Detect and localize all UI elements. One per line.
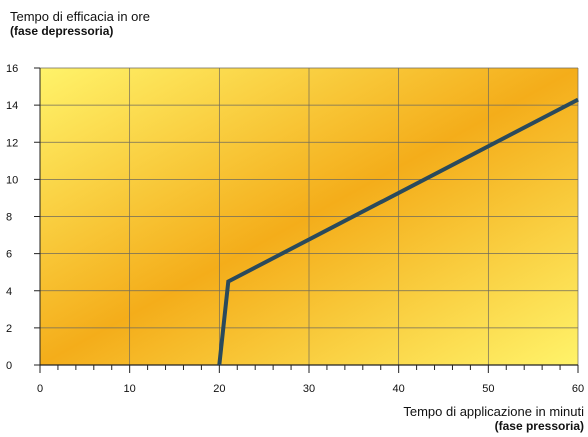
y-tick-label: 6 [6, 249, 12, 261]
axes [34, 67, 579, 373]
series-line [217, 97, 579, 366]
tick-labels: 0 2 4 6 8 10 12 14 16 0 10 20 30 40 50 60 [6, 63, 584, 395]
y-tick-label: 14 [6, 100, 18, 112]
series [217, 97, 579, 366]
y-tick-label: 12 [6, 137, 18, 149]
y-tick-label: 4 [6, 286, 12, 298]
y-tick-label: 10 [6, 174, 18, 186]
x-tick-label: 30 [303, 383, 315, 395]
y-tick-label: 0 [6, 360, 12, 372]
y-tick-label: 2 [6, 323, 12, 335]
x-axis-sublabel: (fase pressoria) [494, 419, 584, 433]
x-tick-label: 10 [124, 383, 136, 395]
y-axis-label: Tempo di efficacia in ore [10, 9, 150, 24]
grid [40, 67, 579, 365]
x-tick-label: 50 [482, 383, 494, 395]
x-axis-label: Tempo di applicazione in minuti [403, 404, 584, 419]
x-tick-label: 60 [572, 383, 584, 395]
y-tick-label: 16 [6, 63, 18, 75]
x-tick-label: 20 [213, 383, 225, 395]
y-axis-sublabel: (fase depressoria) [10, 24, 114, 38]
y-tick-label: 8 [6, 212, 12, 224]
x-tick-label: 40 [393, 383, 405, 395]
x-tick-label: 0 [37, 383, 43, 395]
